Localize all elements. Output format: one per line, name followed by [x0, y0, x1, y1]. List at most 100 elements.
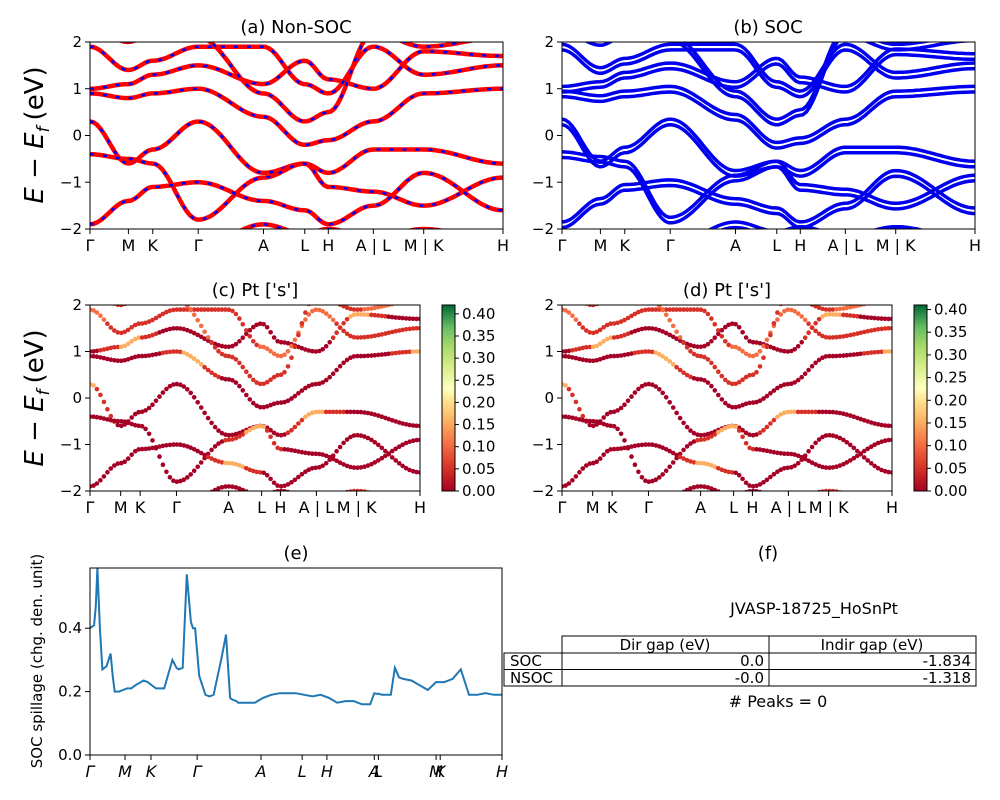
projected-point: [681, 420, 686, 426]
projected-point: [709, 339, 714, 344]
projected-point: [369, 353, 374, 358]
projected-point: [414, 423, 419, 429]
projected-point: [827, 465, 832, 471]
panel-d-projected-bands: [562, 295, 892, 510]
projected-point: [337, 409, 343, 415]
projected-point: [636, 443, 641, 448]
kpath-label: M | K: [876, 236, 916, 255]
projected-point: [191, 330, 197, 336]
projected-point: [736, 472, 742, 478]
projected-point: [778, 412, 784, 417]
projected-point: [782, 296, 787, 301]
projected-point: [122, 305, 127, 307]
projected-point: [418, 298, 423, 303]
projected-point: [257, 404, 263, 410]
ytick-label: 0: [544, 127, 554, 145]
projected-point: [670, 450, 676, 456]
projected-point: [754, 399, 759, 405]
projected-point: [601, 421, 606, 427]
projected-point: [95, 290, 100, 295]
projected-point: [403, 316, 409, 321]
projected-point: [289, 355, 294, 361]
projected-point: [233, 461, 239, 467]
projected-point: [622, 317, 627, 323]
projected-point: [122, 419, 127, 425]
projected-point: [323, 453, 329, 459]
projected-point: [310, 348, 315, 354]
projected-point: [195, 464, 200, 470]
projected-point: [670, 323, 676, 329]
projected-point: [768, 391, 773, 396]
projected-point: [632, 311, 638, 317]
projected-point: [636, 297, 641, 302]
projected-point: [216, 486, 221, 491]
projected-point: [820, 306, 825, 312]
table-title: JVASP-18725_HoSnPt: [729, 599, 898, 619]
projected-point: [164, 443, 169, 448]
projected-point: [615, 334, 620, 340]
projected-point: [664, 501, 669, 506]
projected-point: [411, 298, 416, 303]
projected-point: [608, 447, 613, 452]
projected-point: [629, 313, 634, 319]
projected-point: [653, 477, 659, 483]
projected-point: [615, 353, 620, 359]
projected-point: [719, 397, 725, 402]
projected-point: [209, 456, 214, 461]
projected-point: [157, 454, 162, 459]
projected-point: [205, 307, 211, 312]
projected-point: [570, 478, 575, 483]
projected-point: [632, 462, 638, 468]
projected-point: [351, 409, 357, 415]
projected-point: [712, 487, 718, 491]
projected-point: [574, 295, 579, 300]
projected-point: [597, 357, 603, 362]
projected-point: [827, 409, 832, 415]
projected-point: [584, 418, 589, 424]
ytick-label: 1: [72, 80, 82, 98]
projected-point: [209, 370, 214, 376]
projected-point: [150, 438, 155, 443]
spillage-series-line: [90, 568, 502, 706]
projected-point: [785, 409, 791, 415]
projected-point: [795, 377, 801, 383]
projected-point: [809, 460, 815, 466]
kpath-label: Γ: [666, 236, 675, 255]
projected-point: [198, 307, 204, 312]
projected-point: [570, 392, 575, 398]
projected-point: [754, 447, 759, 452]
projected-point: [331, 299, 336, 304]
projected-point: [775, 469, 780, 475]
projected-point: [848, 332, 853, 338]
projected-point: [327, 374, 333, 380]
projected-point: [796, 295, 801, 300]
projected-point: [362, 312, 367, 317]
projected-point: [597, 327, 603, 333]
projected-point: [646, 479, 652, 485]
projected-point: [726, 322, 731, 328]
projected-point: [633, 505, 638, 510]
ytick-label: 1: [544, 343, 554, 361]
projected-point: [757, 489, 763, 491]
projected-point: [677, 307, 683, 312]
projected-point: [379, 305, 385, 309]
projected-point: [91, 308, 96, 313]
projected-point: [716, 466, 721, 471]
projected-point: [94, 348, 100, 354]
projected-point: [611, 321, 617, 326]
kpath-label: K: [135, 498, 146, 517]
projected-point: [667, 400, 672, 405]
projected-point: [191, 395, 197, 400]
projected-point: [674, 410, 679, 416]
projected-point: [247, 467, 253, 473]
projected-point: [185, 352, 190, 357]
projected-point: [789, 348, 794, 354]
kpath-label: M | K: [809, 498, 849, 517]
projected-point: [174, 349, 180, 354]
projected-point: [171, 382, 176, 387]
projected-point: [678, 492, 683, 497]
projected-point: [670, 334, 676, 340]
projected-point: [750, 400, 756, 405]
projected-point: [337, 363, 343, 369]
projected-point: [577, 297, 582, 302]
